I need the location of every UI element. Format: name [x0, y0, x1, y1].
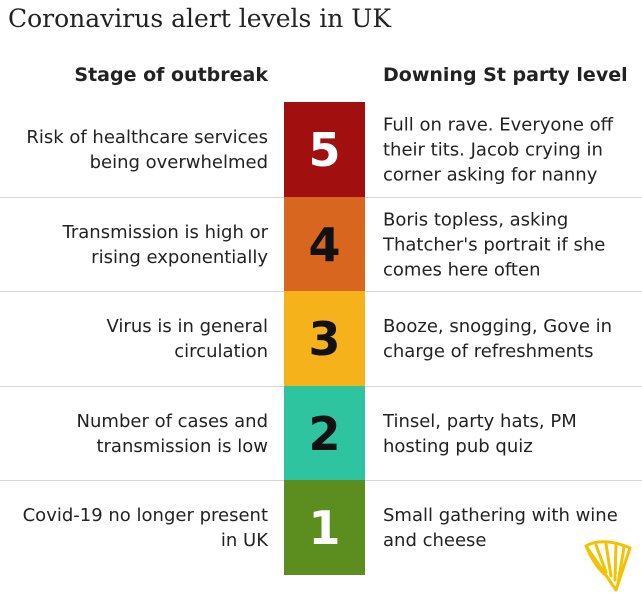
- alert-level-row-3: Virus is in general circulation 3 Booze,…: [0, 291, 642, 386]
- stage-description: Virus is in general circulation: [106, 315, 268, 362]
- alert-level-row-1: Covid-19 no longer present in UK 1 Small…: [0, 480, 642, 575]
- stage-description: Risk of healthcare services being overwh…: [26, 126, 268, 173]
- level-number: 2: [308, 406, 341, 461]
- party-description: Small gathering with wine and cheese: [383, 504, 618, 551]
- stage-description: Transmission is high or rising exponenti…: [62, 221, 268, 268]
- level-number: 4: [308, 217, 341, 272]
- level-number-box: 5: [284, 102, 365, 197]
- level-number: 3: [308, 311, 341, 366]
- party-description: Boris topless, asking Thatcher's portrai…: [383, 209, 606, 280]
- page-title: Coronavirus alert levels in UK: [8, 4, 392, 33]
- alert-level-row-5: Risk of healthcare services being overwh…: [0, 102, 642, 197]
- level-number: 1: [308, 500, 341, 555]
- party-description: Tinsel, party hats, PM hosting pub quiz: [383, 410, 577, 457]
- level-number-box: 4: [284, 197, 365, 292]
- alert-level-row-2: Number of cases and transmission is low …: [0, 386, 642, 481]
- party-description: Full on rave. Everyone off their tits. J…: [383, 114, 614, 185]
- level-number-box: 3: [284, 291, 365, 386]
- alert-level-row-4: Transmission is high or rising exponenti…: [0, 197, 642, 292]
- stage-column-header: Stage of outbreak: [74, 64, 268, 86]
- harp-logo-icon: [584, 540, 632, 592]
- party-description: Booze, snogging, Gove in charge of refre…: [383, 315, 613, 362]
- party-column-header: Downing St party level: [383, 64, 628, 86]
- stage-description: Covid-19 no longer present in UK: [22, 504, 268, 551]
- level-number-box: 2: [284, 386, 365, 481]
- level-number: 5: [308, 122, 341, 177]
- stage-description: Number of cases and transmission is low: [76, 410, 268, 457]
- level-number-box: 1: [284, 480, 365, 575]
